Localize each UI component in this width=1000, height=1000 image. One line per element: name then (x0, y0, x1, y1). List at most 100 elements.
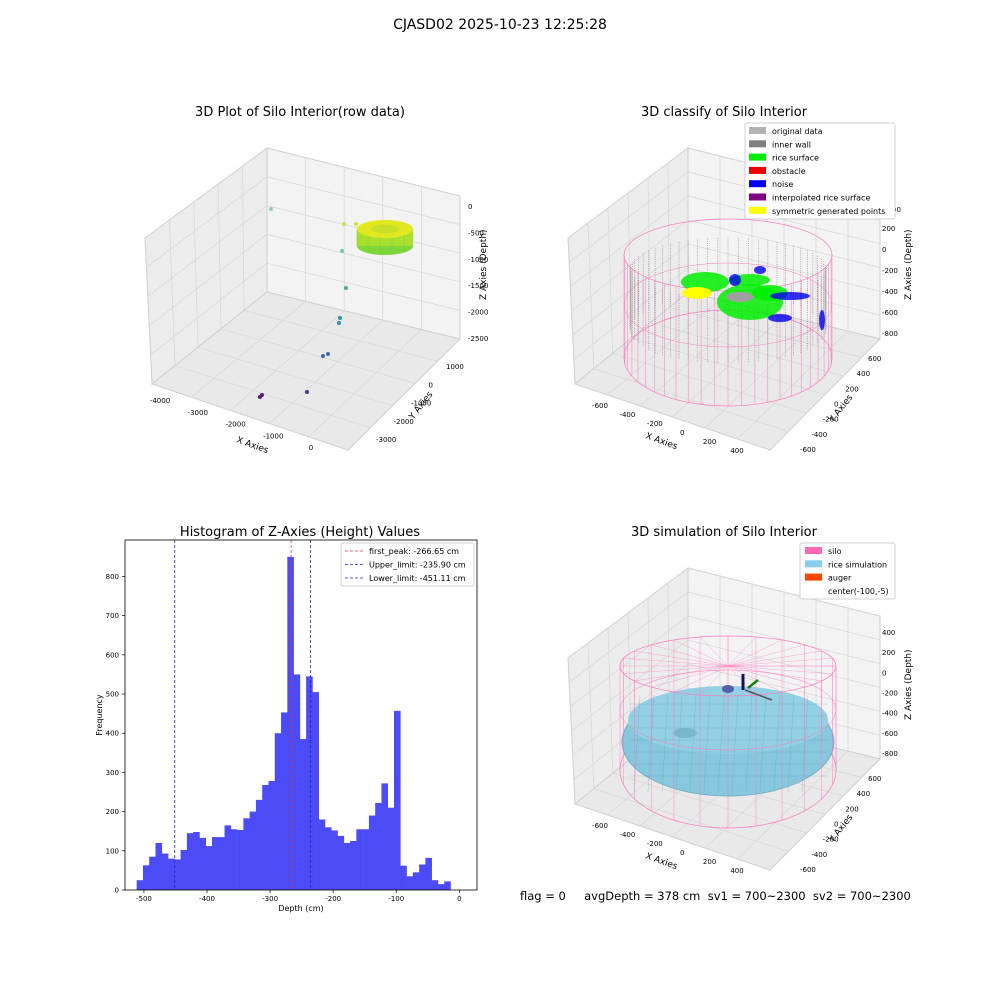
histogram-bar (343, 842, 351, 890)
legend-label: auger (828, 574, 852, 583)
legend-label: symmetric generated points (772, 207, 885, 216)
silo-roof-wire (727, 658, 833, 667)
x-tick-label: -200 (647, 840, 663, 848)
histogram-bar (281, 712, 288, 890)
panel4-title: 3D simulation of Silo Interior (631, 525, 818, 540)
grid-line (217, 183, 222, 329)
silo-roof-wire (699, 665, 729, 696)
y-tick-label: -1000 (411, 400, 431, 408)
raw-point (342, 222, 346, 226)
histogram-ylabel: Frequency (95, 694, 104, 736)
histogram-bar (149, 856, 156, 890)
histogram-bar (287, 556, 294, 890)
z-tick-label: 0 (882, 669, 886, 677)
histogram-bar (375, 802, 382, 890)
panel1-ticks: -4000 -3000 -2000 -1000 0 1000 0 -1000 -2000 -300… (150, 203, 489, 452)
legend-swatch (805, 547, 822, 554)
y-tick-label: -200 (823, 416, 839, 424)
silo-roof-wire (634, 650, 729, 667)
histogram-bar (331, 830, 338, 890)
legend-box (799, 542, 896, 600)
histogram-bar (299, 739, 307, 890)
rice-ring-raw (356, 220, 413, 255)
original-data (726, 292, 754, 302)
histogram-bar (400, 865, 407, 890)
panel4-legend: silo rice simulation auger center(-100,-5) (799, 542, 896, 600)
histogram-bar (406, 876, 414, 890)
histogram-bar (155, 842, 163, 890)
silo-roof-wire (727, 644, 805, 667)
histogram-bar (306, 676, 313, 890)
y-tick-label: -600 (800, 866, 816, 874)
panel2-ticks: -600 -400 -200 0 200 400 600 400 200 0 -200 -400 -60… (592, 206, 901, 455)
raw-point (269, 207, 273, 211)
legend-label: rice surface (772, 154, 819, 163)
y-tick-label: 200 (106, 808, 119, 816)
rice-dip (673, 728, 697, 738)
legend-swatch (749, 180, 766, 188)
y-tick-label: 0 (834, 821, 838, 829)
x-tick-label: -500 (136, 895, 152, 903)
grid-line (220, 328, 416, 384)
silo-roof-wire (727, 650, 822, 667)
histogram-bar (274, 733, 282, 890)
legend-swatch (749, 127, 766, 134)
histogram-bar (230, 829, 238, 890)
silo-roof-wire (673, 639, 729, 667)
z-tick-label: 200 (882, 649, 895, 657)
silo-roof-wire (727, 665, 805, 688)
mesh-line (717, 694, 725, 793)
mesh-line (675, 694, 683, 793)
grid-line (169, 219, 176, 366)
mesh-line (773, 694, 781, 793)
symmetric-points (682, 287, 712, 299)
silo-roof-wire (623, 665, 729, 674)
raw-point (326, 352, 330, 356)
legend-label: center(-100,-5) (828, 587, 889, 596)
panel4-xlabel: X Axies (644, 851, 679, 872)
x-tick-label: -400 (199, 895, 215, 903)
y-tick-label: -400 (811, 851, 827, 859)
x-tick-label: 200 (703, 858, 716, 866)
legend-label: inner wall (772, 140, 811, 149)
panel4-zlabel: Z Axies (Depth) (904, 649, 914, 720)
simulation-scene (619, 635, 837, 829)
silo-roof-wire (651, 665, 729, 688)
histogram-bar (431, 880, 439, 890)
z-tick-label: -1500 (468, 282, 488, 290)
grid-line (148, 234, 268, 326)
histogram-bar (293, 674, 301, 890)
y-tick-label: 100 (106, 847, 119, 855)
x-tick-label: -2000 (225, 421, 245, 429)
histogram-bar (211, 837, 219, 890)
legend-swatch (749, 140, 766, 148)
panel-classify-3d: 3D classify of Silo Interior -600 -400 -20… (567, 105, 914, 455)
x-tick-label: 0 (309, 444, 313, 452)
x-tick-label: 400 (730, 867, 743, 875)
x-tick-label: -600 (592, 402, 608, 410)
mesh-line (647, 694, 655, 793)
silo-roof-wire (651, 644, 729, 667)
legend-box (340, 542, 475, 587)
histogram-lines (174, 540, 311, 890)
panel1-zlabel: Z Axies (Depth) (479, 229, 489, 300)
histogram-bar (356, 829, 363, 890)
histogram-bar (387, 807, 395, 890)
x-tick-label: -200 (325, 895, 341, 903)
legend-swatch (749, 206, 766, 214)
classified-points (623, 218, 833, 407)
z-tick-label: -500 (468, 229, 484, 237)
mesh-line (801, 694, 809, 793)
y-tick-label: 400 (106, 730, 119, 738)
x-tick-label: -100 (388, 895, 404, 903)
grid-line (190, 301, 306, 398)
x-tick-label: -4000 (150, 397, 170, 405)
mesh-line (745, 694, 753, 793)
y-tick-label: 200 (845, 385, 858, 393)
histogram-bar (180, 850, 188, 890)
figure-title: CJASD02 2025-10-23 12:25:28 (393, 17, 607, 33)
mesh-line (689, 694, 697, 793)
mesh-line (731, 694, 739, 793)
histogram-bar (249, 811, 257, 890)
noise (768, 314, 792, 322)
